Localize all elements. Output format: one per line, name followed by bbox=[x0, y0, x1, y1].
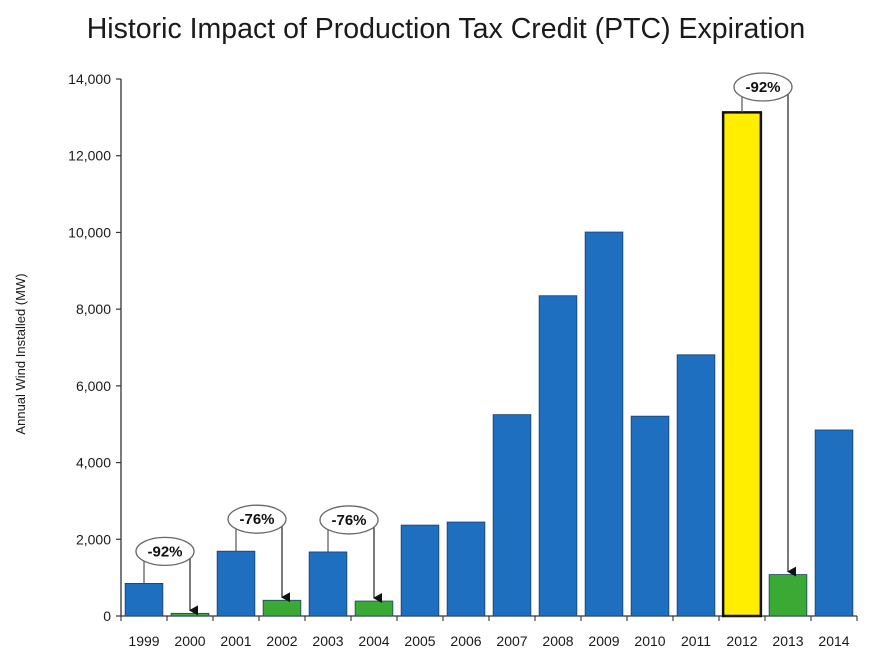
annotation-1999-2000: -92% bbox=[135, 536, 198, 616]
annotation-label: -76% bbox=[239, 511, 274, 528]
y-tick-label: 10,000 bbox=[68, 224, 111, 240]
x-tick-label: 2003 bbox=[312, 633, 343, 649]
annotation-2001-2002: -76% bbox=[227, 504, 290, 603]
axes: 0 2,000 4,000 6,000 8,000 10,000 12,000 14,000 1… bbox=[68, 71, 858, 649]
bar-2009 bbox=[584, 231, 624, 617]
annotation-label: -92% bbox=[147, 543, 182, 560]
x-tick-label: 2010 bbox=[634, 633, 665, 649]
y-tick-label: 14,000 bbox=[68, 71, 111, 87]
annotation-oval bbox=[135, 536, 195, 567]
bar-2005 bbox=[400, 524, 440, 617]
x-tick-label: 2013 bbox=[772, 633, 803, 649]
x-tick-label: 2000 bbox=[174, 633, 205, 649]
bar-2013 bbox=[768, 574, 808, 617]
bar-2010 bbox=[630, 415, 670, 617]
annotation-oval bbox=[227, 504, 287, 534]
y-tick-label: 0 bbox=[103, 608, 111, 624]
bar-2011 bbox=[676, 354, 716, 617]
y-tick-label: 8,000 bbox=[76, 301, 111, 317]
x-tick-label: 2004 bbox=[358, 633, 389, 649]
annotation-oval bbox=[319, 505, 379, 535]
bar-2000 bbox=[170, 612, 210, 617]
y-tick-label: 6,000 bbox=[76, 378, 111, 394]
annotation-oval bbox=[733, 72, 793, 102]
x-tick-label: 2007 bbox=[496, 633, 527, 649]
x-tick-label: 2002 bbox=[266, 633, 297, 649]
y-tick-label: 4,000 bbox=[76, 455, 111, 471]
x-tick-label: 2014 bbox=[818, 633, 849, 649]
bar-2014 bbox=[814, 429, 854, 617]
y-tick-label: 2,000 bbox=[76, 531, 111, 547]
bar-2008 bbox=[538, 295, 578, 617]
y-tick-label: 12,000 bbox=[68, 148, 111, 164]
bar-2003 bbox=[308, 551, 348, 617]
bar-2002 bbox=[262, 599, 302, 617]
x-tick-label: 2005 bbox=[404, 633, 435, 649]
bar-2007 bbox=[492, 414, 532, 617]
x-tick-label: 2001 bbox=[220, 633, 251, 649]
bars bbox=[124, 111, 854, 618]
bar-2012 bbox=[721, 111, 763, 618]
x-tick-label: 2012 bbox=[726, 633, 757, 649]
x-tick-label: 2011 bbox=[681, 633, 711, 649]
x-tick-label: 2006 bbox=[450, 633, 481, 649]
chart-title: Historic Impact of Production Tax Credit… bbox=[87, 13, 806, 45]
annotation-2003-2004: -76% bbox=[319, 505, 382, 604]
bar-2001 bbox=[216, 550, 256, 617]
bar-2006 bbox=[446, 521, 486, 617]
bar-2004 bbox=[354, 600, 394, 617]
annotation-label: -92% bbox=[745, 79, 780, 96]
annotation-2012-2013: -92% bbox=[733, 72, 796, 577]
bar-1999 bbox=[124, 582, 164, 617]
y-axis-label: Annual Wind Installed (MW) bbox=[13, 273, 28, 434]
x-tick-label: 1999 bbox=[128, 633, 159, 649]
annotations: -92% -76% -76% -92% bbox=[135, 72, 796, 616]
x-tick-label: 2009 bbox=[588, 633, 619, 649]
x-tick-label: 2008 bbox=[542, 633, 573, 649]
annotation-label: -76% bbox=[331, 512, 366, 529]
